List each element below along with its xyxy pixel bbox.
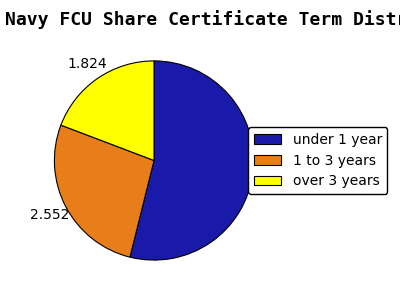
Text: 1.824: 1.824 xyxy=(68,57,107,71)
Text: Navy FCU Share Certificate Term Distribution: Navy FCU Share Certificate Term Distribu… xyxy=(4,10,400,29)
Wedge shape xyxy=(54,125,154,257)
Legend: under 1 year, 1 to 3 years, over 3 years: under 1 year, 1 to 3 years, over 3 years xyxy=(248,127,388,194)
Wedge shape xyxy=(130,61,254,260)
Text: 2.552: 2.552 xyxy=(30,208,70,222)
Wedge shape xyxy=(61,61,154,160)
Text: 5.113: 5.113 xyxy=(251,168,290,182)
